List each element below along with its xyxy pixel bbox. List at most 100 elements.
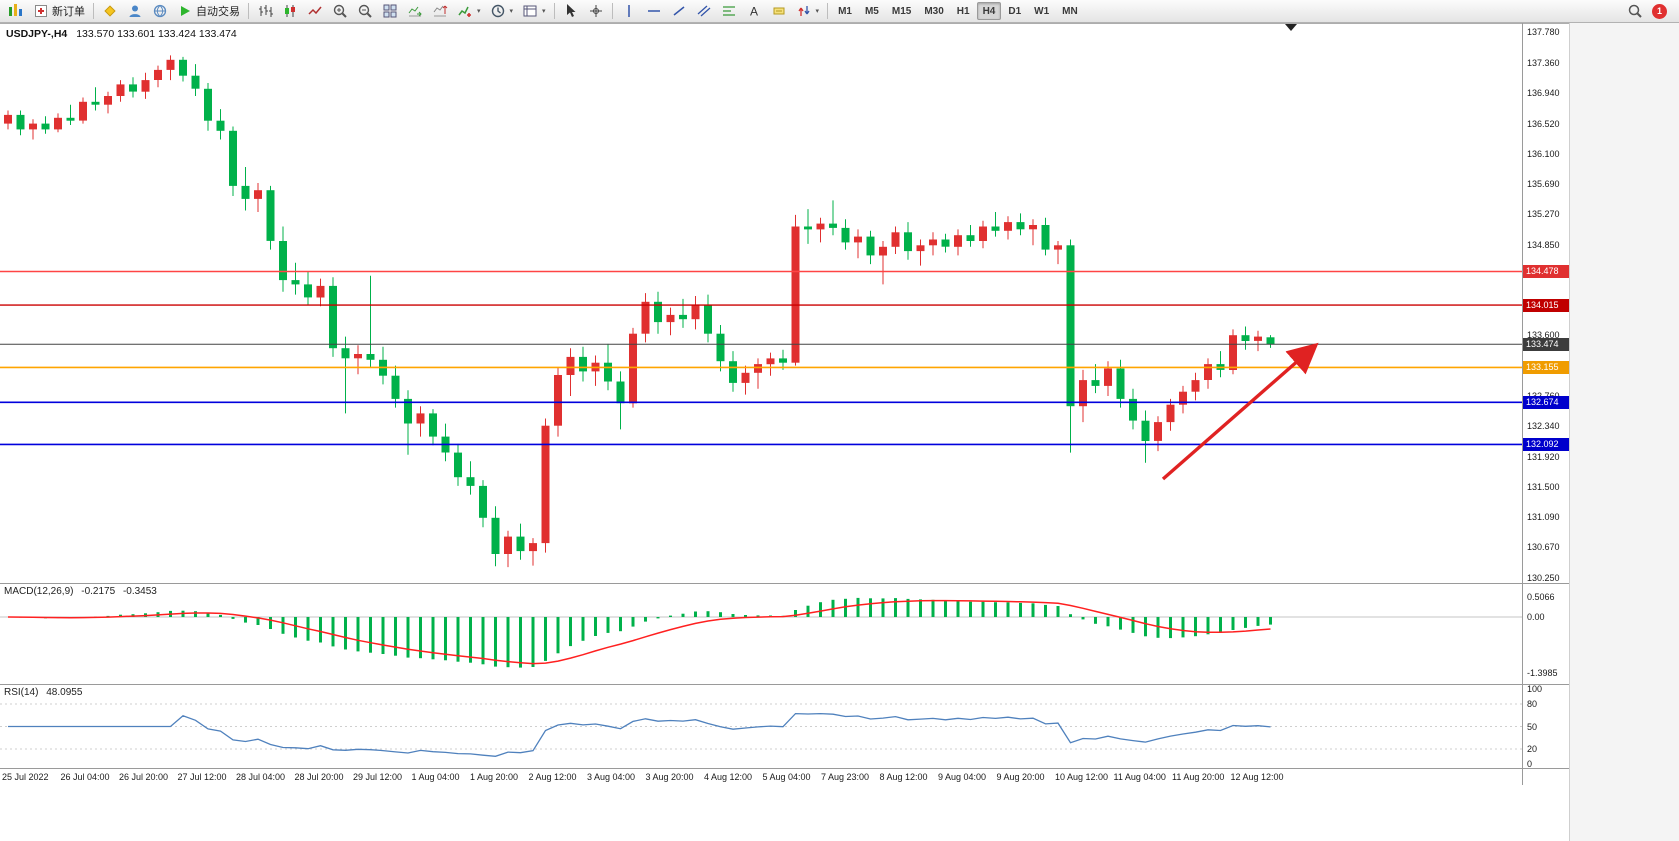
chart-shift-button[interactable] bbox=[428, 1, 452, 21]
community-button[interactable] bbox=[148, 1, 172, 21]
timeframe-h1-button[interactable]: H1 bbox=[956, 5, 970, 17]
timeframe-m15-button[interactable]: M15 bbox=[891, 5, 912, 17]
text-label-button[interactable] bbox=[767, 1, 791, 21]
window-background bbox=[1569, 23, 1679, 841]
new-order-button[interactable]: 新订单 bbox=[29, 1, 89, 21]
chart-shift-icon bbox=[432, 3, 448, 19]
timeframe-d1-button[interactable]: D1 bbox=[1008, 5, 1022, 17]
app-logo-button[interactable] bbox=[4, 1, 28, 21]
diamond-icon bbox=[102, 3, 118, 19]
time-axis-label: 29 Jul 12:00 bbox=[353, 772, 403, 782]
horizontal-line-icon bbox=[646, 3, 662, 19]
crosshair-button[interactable] bbox=[584, 1, 608, 21]
candlestick-chart-button[interactable] bbox=[278, 1, 302, 21]
profile-button[interactable] bbox=[123, 1, 147, 21]
price-axis-label: 132.340 bbox=[1527, 421, 1560, 432]
template-icon bbox=[522, 3, 538, 19]
time-axis-label: 25 Jul 2022 bbox=[2, 772, 49, 782]
rsi-pane-label: RSI(14) 48.0955 bbox=[4, 687, 87, 698]
bar-chart-button[interactable] bbox=[253, 1, 277, 21]
trend-arrow[interactable] bbox=[1161, 342, 1319, 481]
timeframe-m30-button[interactable]: M30 bbox=[924, 5, 944, 17]
marketplace-button[interactable] bbox=[98, 1, 122, 21]
channel-icon bbox=[696, 3, 712, 19]
time-axis-label: 12 Aug 12:00 bbox=[1230, 772, 1284, 782]
timeframe-w1-button[interactable]: W1 bbox=[1034, 5, 1050, 17]
rsi-scale-label: 50 bbox=[1527, 721, 1538, 732]
timeframe-m1-button[interactable]: M1 bbox=[838, 5, 852, 17]
price-axis-label: 136.520 bbox=[1527, 118, 1560, 129]
templates-button[interactable]: ▾ bbox=[518, 1, 550, 21]
arrows-button[interactable]: ▾ bbox=[792, 1, 824, 21]
price-badge: 132.092 bbox=[1523, 437, 1569, 451]
chevron-down-icon: ▾ bbox=[815, 8, 820, 15]
text-icon: A bbox=[746, 3, 762, 19]
price-axis-label: 136.100 bbox=[1527, 148, 1560, 159]
vertical-line-icon bbox=[621, 3, 637, 19]
macd-name: MACD(12,26,9) bbox=[4, 586, 74, 597]
search-button[interactable] bbox=[1623, 1, 1647, 21]
horizontal-level-lines[interactable] bbox=[0, 270, 1522, 446]
rsi-name: RSI(14) bbox=[4, 687, 39, 698]
notification-badge[interactable]: 1 bbox=[1652, 3, 1667, 19]
rsi-line bbox=[8, 712, 1271, 757]
rsi-value: 48.0955 bbox=[46, 687, 83, 698]
time-axis-label: 5 Aug 04:00 bbox=[762, 772, 811, 782]
zoom-out-button[interactable] bbox=[353, 1, 377, 21]
toolbar-separator bbox=[827, 3, 829, 19]
price-axis-label: 134.850 bbox=[1527, 239, 1560, 250]
price-axis-label: 131.920 bbox=[1527, 451, 1560, 462]
macd-signal-line bbox=[7, 599, 1271, 665]
price-axis-label: 133.600 bbox=[1527, 330, 1560, 341]
cursor-button[interactable] bbox=[559, 1, 583, 21]
svg-text:A: A bbox=[750, 5, 758, 19]
auto-trading-button[interactable]: 自动交易 bbox=[173, 1, 244, 21]
tile-windows-icon bbox=[382, 3, 398, 19]
time-axis-label: 3 Aug 20:00 bbox=[645, 772, 694, 782]
symbol-period-label: USDJPY-,H4 bbox=[6, 28, 68, 40]
rsi-scale-label: 0 bbox=[1527, 759, 1533, 769]
auto-scroll-icon bbox=[407, 3, 423, 19]
auto-scroll-button[interactable] bbox=[403, 1, 427, 21]
timeframe-m5-button[interactable]: M5 bbox=[864, 5, 879, 17]
time-axis-label: 28 Jul 20:00 bbox=[294, 772, 344, 782]
periods-button[interactable]: ▾ bbox=[486, 1, 518, 21]
horizontal-line-button[interactable] bbox=[642, 1, 666, 21]
down-triangle-marker[interactable] bbox=[1285, 24, 1297, 31]
channel-button[interactable] bbox=[692, 1, 716, 21]
indicators-button[interactable]: ▾ bbox=[453, 1, 485, 21]
time-axis-label: 2 Aug 12:00 bbox=[528, 772, 577, 782]
price-axis-label: 136.940 bbox=[1527, 88, 1560, 99]
toolbar-separator bbox=[248, 3, 249, 19]
time-axis-label: 7 Aug 23:00 bbox=[821, 772, 870, 782]
timeframe-h4-button[interactable]: H4 bbox=[976, 2, 1002, 20]
price-badge: 134.478 bbox=[1523, 265, 1569, 279]
vertical-line-button[interactable] bbox=[617, 1, 641, 21]
trendline-button[interactable] bbox=[667, 1, 691, 21]
price-badge: 132.674 bbox=[1523, 395, 1569, 409]
chevron-down-icon: ▾ bbox=[477, 8, 481, 15]
time-axis-label: 10 Aug 12:00 bbox=[1055, 772, 1109, 782]
chart-canvas[interactable] bbox=[0, 23, 1569, 841]
line-chart-button[interactable] bbox=[303, 1, 327, 21]
rsi-scale-label: 100 bbox=[1527, 684, 1543, 694]
price-badge: 134.015 bbox=[1523, 298, 1569, 312]
time-axis[interactable]: 25 Jul 2022 26 Jul 04:00 26 Jul 20:00 27 Ju… bbox=[0, 769, 1522, 785]
macd-scale-label: -1.3985 bbox=[1527, 667, 1558, 678]
time-axis-label: 11 Aug 20:00 bbox=[1172, 772, 1225, 782]
price-axis-label: 130.670 bbox=[1527, 542, 1560, 553]
ohlc-readout: 133.570 133.601 133.424 133.474 bbox=[76, 28, 237, 40]
app-logo-icon bbox=[8, 3, 24, 19]
zoom-in-button[interactable] bbox=[328, 1, 352, 21]
tile-windows-button[interactable] bbox=[378, 1, 402, 21]
price-axis-label: 137.360 bbox=[1527, 57, 1560, 68]
price-axis[interactable]: 137.780 137.360 136.940 136.520 136.100 135.6… bbox=[1523, 23, 1569, 785]
fibonacci-icon bbox=[721, 3, 737, 19]
bar-chart-icon bbox=[257, 3, 273, 19]
macd-scale-label: 0.5066 bbox=[1527, 591, 1555, 602]
time-axis-label: 26 Jul 04:00 bbox=[60, 772, 110, 782]
fibonacci-button[interactable] bbox=[717, 1, 741, 21]
text-button[interactable]: A bbox=[742, 1, 766, 21]
timeframe-mn-button[interactable]: MN bbox=[1062, 5, 1078, 17]
macd-signal-value: -0.3453 bbox=[122, 586, 157, 597]
